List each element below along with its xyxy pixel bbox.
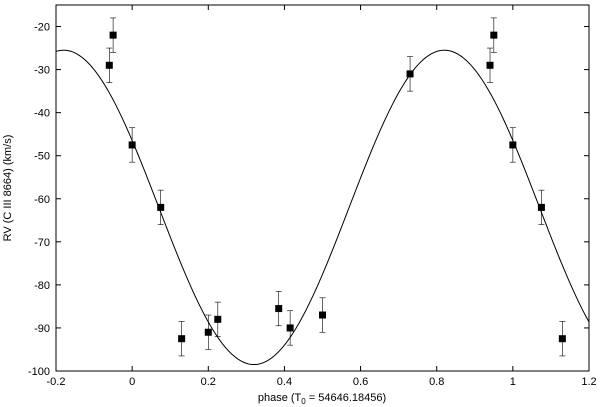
x-tick-label: 0.8 [429, 376, 444, 388]
x-axis-label-main: phase (T [258, 392, 302, 404]
data-point [286, 324, 294, 332]
x-axis-label-subscript: 0 [301, 397, 306, 406]
y-tick-label: -40 [34, 108, 50, 120]
plot-frame [55, 4, 590, 372]
data-point [105, 61, 113, 69]
axis-ticks [55, 5, 590, 372]
x-axis-label: phase (T0 = 54646.18456) [258, 392, 386, 406]
x-tick-label: 0.2 [201, 376, 216, 388]
data-point [509, 141, 517, 149]
data-point [486, 61, 494, 69]
axis-tick-labels: -0.2 0 0.2 0.4 0.6 0.8 1 1.2 -100 -90 -80 -70 -60 -50… [28, 22, 597, 388]
data-points [105, 17, 566, 357]
y-tick-label: -100 [28, 366, 50, 378]
data-point [558, 335, 566, 343]
data-point [109, 31, 117, 39]
x-tick-label: 1.2 [581, 376, 596, 388]
x-tick-label: -0.2 [47, 376, 66, 388]
data-point [214, 315, 222, 323]
data-point [319, 311, 326, 319]
y-tick-label: -70 [34, 237, 50, 249]
data-point [275, 305, 283, 313]
x-tick-label: 0.6 [353, 376, 368, 388]
y-tick-label: -50 [34, 151, 50, 163]
data-point [128, 141, 136, 149]
y-tick-label: -90 [34, 323, 50, 335]
x-tick-label: 1 [510, 376, 516, 388]
model-curve [55, 49, 590, 366]
y-tick-label: -30 [34, 65, 50, 77]
data-point [178, 335, 186, 343]
y-axis-label: RV (C III 8664) (km/s) [2, 135, 14, 242]
data-point [204, 328, 212, 336]
data-point [406, 70, 414, 78]
x-tick-label: 0.4 [277, 376, 292, 388]
y-tick-label: -80 [34, 280, 50, 292]
data-point [490, 31, 498, 39]
data-point [157, 203, 165, 211]
x-tick-label: 0 [129, 376, 135, 388]
data-point [537, 203, 545, 211]
y-tick-label: -20 [34, 22, 50, 34]
x-axis-label-rest: = 54646.18456) [306, 392, 386, 404]
y-tick-label: -60 [34, 194, 50, 206]
